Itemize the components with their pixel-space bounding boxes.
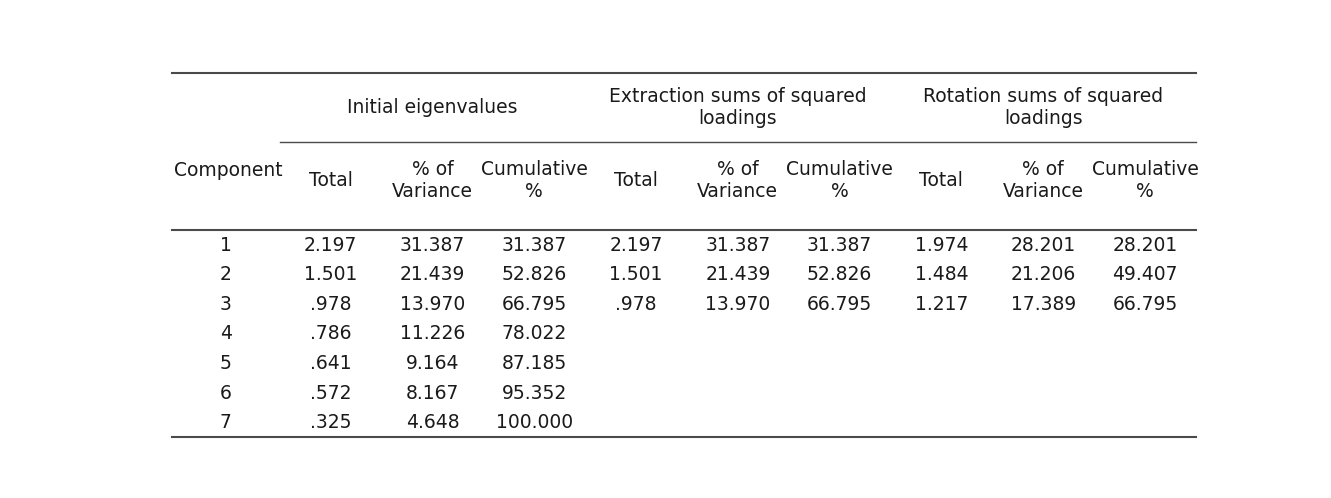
Text: 49.407: 49.407: [1113, 265, 1178, 284]
Text: 28.201: 28.201: [1010, 236, 1075, 254]
Text: 5: 5: [220, 354, 232, 373]
Text: 21.439: 21.439: [399, 265, 466, 284]
Text: 1.484: 1.484: [914, 265, 968, 284]
Text: 1.501: 1.501: [303, 265, 358, 284]
Text: 78.022: 78.022: [502, 324, 567, 344]
Text: % of
Variance: % of Variance: [1002, 160, 1083, 201]
Text: Component: Component: [173, 161, 282, 180]
Text: 95.352: 95.352: [502, 383, 567, 402]
Text: Total: Total: [614, 171, 658, 190]
Text: 2.197: 2.197: [610, 236, 663, 254]
Text: 21.206: 21.206: [1010, 265, 1075, 284]
Text: 3: 3: [220, 295, 232, 314]
Text: 66.795: 66.795: [807, 295, 872, 314]
Text: 31.387: 31.387: [807, 236, 872, 254]
Text: 13.970: 13.970: [399, 295, 465, 314]
Text: Extraction sums of squared
loadings: Extraction sums of squared loadings: [610, 87, 866, 128]
Text: 1: 1: [220, 236, 232, 254]
Text: 52.826: 52.826: [502, 265, 567, 284]
Text: 13.970: 13.970: [705, 295, 771, 314]
Text: Total: Total: [309, 171, 353, 190]
Text: 4.648: 4.648: [406, 413, 459, 432]
Text: 7: 7: [220, 413, 232, 432]
Text: 9.164: 9.164: [406, 354, 459, 373]
Text: Rotation sums of squared
loadings: Rotation sums of squared loadings: [924, 87, 1163, 128]
Text: 66.795: 66.795: [1113, 295, 1178, 314]
Text: Initial eigenvalues: Initial eigenvalues: [347, 98, 518, 117]
Text: % of
Variance: % of Variance: [697, 160, 779, 201]
Text: .786: .786: [310, 324, 351, 344]
Text: 66.795: 66.795: [502, 295, 567, 314]
Text: 2.197: 2.197: [303, 236, 358, 254]
Text: .325: .325: [310, 413, 351, 432]
Text: 100.000: 100.000: [495, 413, 572, 432]
Text: Total: Total: [920, 171, 964, 190]
Text: 1.501: 1.501: [610, 265, 663, 284]
Text: % of
Variance: % of Variance: [393, 160, 473, 201]
Text: Cumulative
%: Cumulative %: [787, 160, 893, 201]
Text: 2: 2: [220, 265, 232, 284]
Text: .641: .641: [310, 354, 351, 373]
Text: 28.201: 28.201: [1113, 236, 1178, 254]
Text: 31.387: 31.387: [502, 236, 567, 254]
Text: .978: .978: [615, 295, 656, 314]
Text: 21.439: 21.439: [705, 265, 771, 284]
Text: Cumulative
%: Cumulative %: [1091, 160, 1198, 201]
Text: 8.167: 8.167: [406, 383, 459, 402]
Text: 52.826: 52.826: [807, 265, 872, 284]
Text: .978: .978: [310, 295, 351, 314]
Text: 11.226: 11.226: [399, 324, 465, 344]
Text: 31.387: 31.387: [705, 236, 771, 254]
Text: 31.387: 31.387: [399, 236, 465, 254]
Text: 1.217: 1.217: [914, 295, 968, 314]
Text: .572: .572: [310, 383, 351, 402]
Text: 17.389: 17.389: [1010, 295, 1075, 314]
Text: 6: 6: [220, 383, 232, 402]
Text: 1.974: 1.974: [914, 236, 968, 254]
Text: Cumulative
%: Cumulative %: [480, 160, 588, 201]
Text: 4: 4: [220, 324, 232, 344]
Text: 87.185: 87.185: [502, 354, 567, 373]
